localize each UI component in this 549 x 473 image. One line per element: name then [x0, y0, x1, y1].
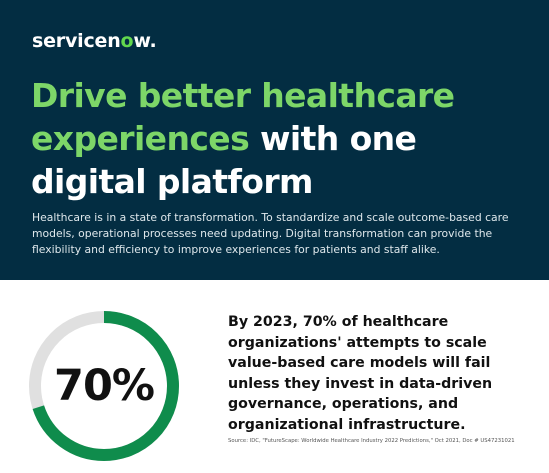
- headline-line-2-rest: with one: [249, 119, 417, 158]
- logo-letter-o: o: [120, 30, 134, 52]
- hero-banner: servicenow. Drive better healthcare expe…: [0, 0, 549, 280]
- headline-line-3: digital platform: [31, 162, 313, 201]
- logo-text-end: w: [133, 30, 150, 52]
- servicenow-logo: servicenow.: [32, 30, 157, 52]
- headline-line-1: Drive better healthcare: [31, 76, 455, 115]
- source-citation: Source: IDC, "FutureScape: Worldwide Hea…: [228, 438, 515, 444]
- stat-percentage: 70%: [54, 361, 155, 411]
- headline-highlight: experiences: [31, 119, 250, 158]
- ring-graphic: [29, 311, 179, 461]
- logo-mark: .: [149, 30, 157, 52]
- ring-fill: [29, 311, 179, 461]
- stat-progress-ring: 70%: [26, 308, 182, 464]
- stat-description: By 2023, 70% of healthcare organizations…: [228, 314, 493, 433]
- page-headline: Drive better healthcare experiences with…: [31, 74, 541, 203]
- logo-text-start: servicen: [32, 30, 121, 52]
- intro-paragraph: Healthcare is in a state of transformati…: [32, 211, 509, 256]
